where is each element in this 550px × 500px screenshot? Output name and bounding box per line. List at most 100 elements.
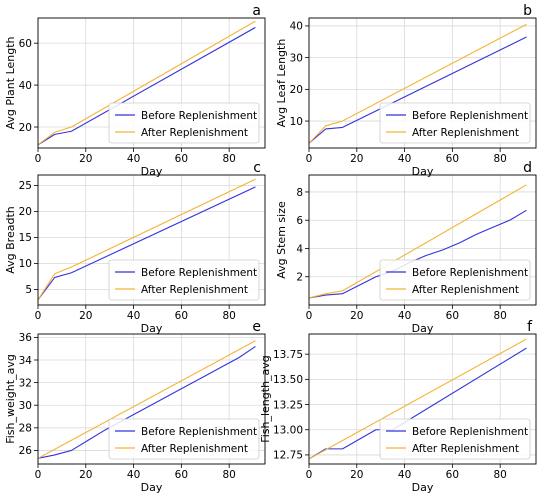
panel-a: 0 20 40 60 80 20 40 60 Day Avg Plant Length a Befor… — [4, 3, 266, 178]
x-tick-label: 40 — [127, 469, 140, 481]
y-axis-label: Avg Plant Length — [4, 36, 17, 129]
series-line — [37, 20, 256, 146]
series-line — [308, 36, 527, 144]
panel-c: 0 20 40 60 80 5 10 15 20 25 Day Avg Breadth c Before … — [4, 160, 266, 335]
x-tick-label: 60 — [175, 310, 188, 322]
x-tick-label: 80 — [493, 469, 506, 481]
y-tick-label: 26 — [19, 445, 33, 457]
legend: Before Replenishment After Replenishment — [379, 259, 531, 301]
y-tick-label: 25 — [19, 180, 32, 192]
x-tick-label: 0 — [306, 469, 313, 481]
legend-label: After Replenishment — [141, 443, 248, 455]
panel-letter: f — [527, 319, 533, 335]
panel-f: 0 20 40 60 80 12.75 13.00 13.25 13.50 13.75 Day Fis… — [259, 319, 537, 494]
series-line — [37, 178, 256, 301]
legend-box — [108, 259, 260, 301]
y-tick-label: 40 — [290, 21, 303, 33]
legend-label: Before Replenishment — [141, 267, 257, 279]
legend-label: After Replenishment — [412, 284, 519, 296]
legend: Before Replenishment After Replenishment — [379, 418, 531, 460]
x-tick-label: 40 — [398, 153, 411, 165]
y-tick-label: 20 — [19, 122, 32, 134]
x-tick-label: 40 — [398, 469, 411, 481]
legend-label: Before Replenishment — [412, 110, 528, 122]
series-line — [308, 23, 527, 144]
x-axis-label: Day — [412, 322, 434, 335]
x-tick-label: 0 — [306, 153, 313, 165]
legend-label: After Replenishment — [412, 127, 519, 139]
panel-letter: a — [252, 3, 261, 19]
x-tick-label: 60 — [446, 469, 459, 481]
x-tick-label: 20 — [350, 153, 363, 165]
panel-e: 0 20 40 60 80 26 28 30 32 34 36 Day Fish_weight_avg e… — [4, 319, 266, 494]
x-tick-label: 40 — [127, 153, 140, 165]
y-tick-label: 36 — [19, 332, 33, 344]
x-tick-label: 20 — [350, 310, 363, 322]
legend-label: After Replenishment — [141, 127, 248, 139]
y-tick-label: 60 — [19, 38, 32, 50]
y-axis-label: Avg Breadth — [4, 206, 17, 274]
y-tick-label: 32 — [19, 377, 32, 389]
x-tick-label: 0 — [306, 310, 313, 322]
x-axis-label: Day — [141, 481, 163, 494]
axes-frame — [308, 174, 537, 306]
series-line — [308, 338, 527, 460]
legend-box — [108, 418, 260, 460]
y-axis-label: Fish_weight_avg — [4, 354, 17, 444]
x-tick-label: 60 — [175, 469, 188, 481]
x-tick-label: 20 — [79, 153, 92, 165]
y-tick-label: 2 — [296, 272, 303, 284]
x-tick-label: 40 — [398, 310, 411, 322]
series-line — [37, 345, 256, 459]
legend: Before Replenishment After Replenishment — [108, 418, 260, 460]
x-axis-label: Day — [412, 481, 434, 494]
series-line — [308, 209, 527, 299]
panel-letter: e — [252, 319, 261, 335]
y-axis-label: Avg Leaf Length — [275, 39, 288, 128]
y-axis-label: Fish_length_avg — [259, 355, 272, 443]
x-axis-label: Day — [412, 165, 434, 178]
y-tick-label: 28 — [19, 423, 32, 435]
x-tick-label: 60 — [446, 310, 459, 322]
legend-label: After Replenishment — [412, 443, 519, 455]
series-line — [308, 184, 527, 299]
legend-label: Before Replenishment — [412, 267, 528, 279]
x-tick-label: 40 — [127, 310, 140, 322]
axes-frame — [37, 17, 266, 149]
legend-box — [379, 418, 531, 460]
y-tick-label: 6 — [296, 215, 303, 227]
y-tick-label: 10 — [290, 116, 303, 128]
y-tick-label: 40 — [19, 80, 32, 92]
x-tick-label: 60 — [446, 153, 459, 165]
y-tick-label: 15 — [19, 232, 32, 244]
y-tick-label: 8 — [296, 187, 303, 199]
y-tick-label: 10 — [19, 258, 32, 270]
x-tick-label: 20 — [350, 469, 363, 481]
legend: Before Replenishment After Replenishment — [108, 102, 260, 144]
legend-label: After Replenishment — [141, 284, 248, 296]
y-tick-label: 20 — [19, 206, 32, 218]
x-tick-label: 80 — [222, 153, 235, 165]
legend: Before Replenishment After Replenishment — [108, 259, 260, 301]
y-tick-label: 5 — [25, 284, 32, 296]
panel-letter: b — [523, 3, 532, 19]
axes-frame — [308, 17, 537, 149]
x-tick-label: 0 — [35, 310, 42, 322]
y-tick-label: 30 — [19, 400, 32, 412]
y-tick-label: 13.75 — [273, 349, 303, 361]
series-line — [37, 186, 256, 301]
x-tick-label: 80 — [493, 153, 506, 165]
legend-box — [379, 259, 531, 301]
panel-letter: c — [253, 160, 261, 176]
x-axis-label: Day — [141, 165, 163, 178]
series-line — [37, 340, 256, 459]
legend-box — [108, 102, 260, 144]
legend-box — [379, 102, 531, 144]
y-tick-label: 34 — [19, 355, 33, 367]
x-tick-label: 0 — [35, 469, 42, 481]
y-tick-label: 13.00 — [273, 425, 303, 437]
y-tick-label: 30 — [290, 52, 303, 64]
y-axis-label: Avg Stem size — [275, 201, 288, 279]
y-tick-label: 13.25 — [273, 399, 303, 411]
